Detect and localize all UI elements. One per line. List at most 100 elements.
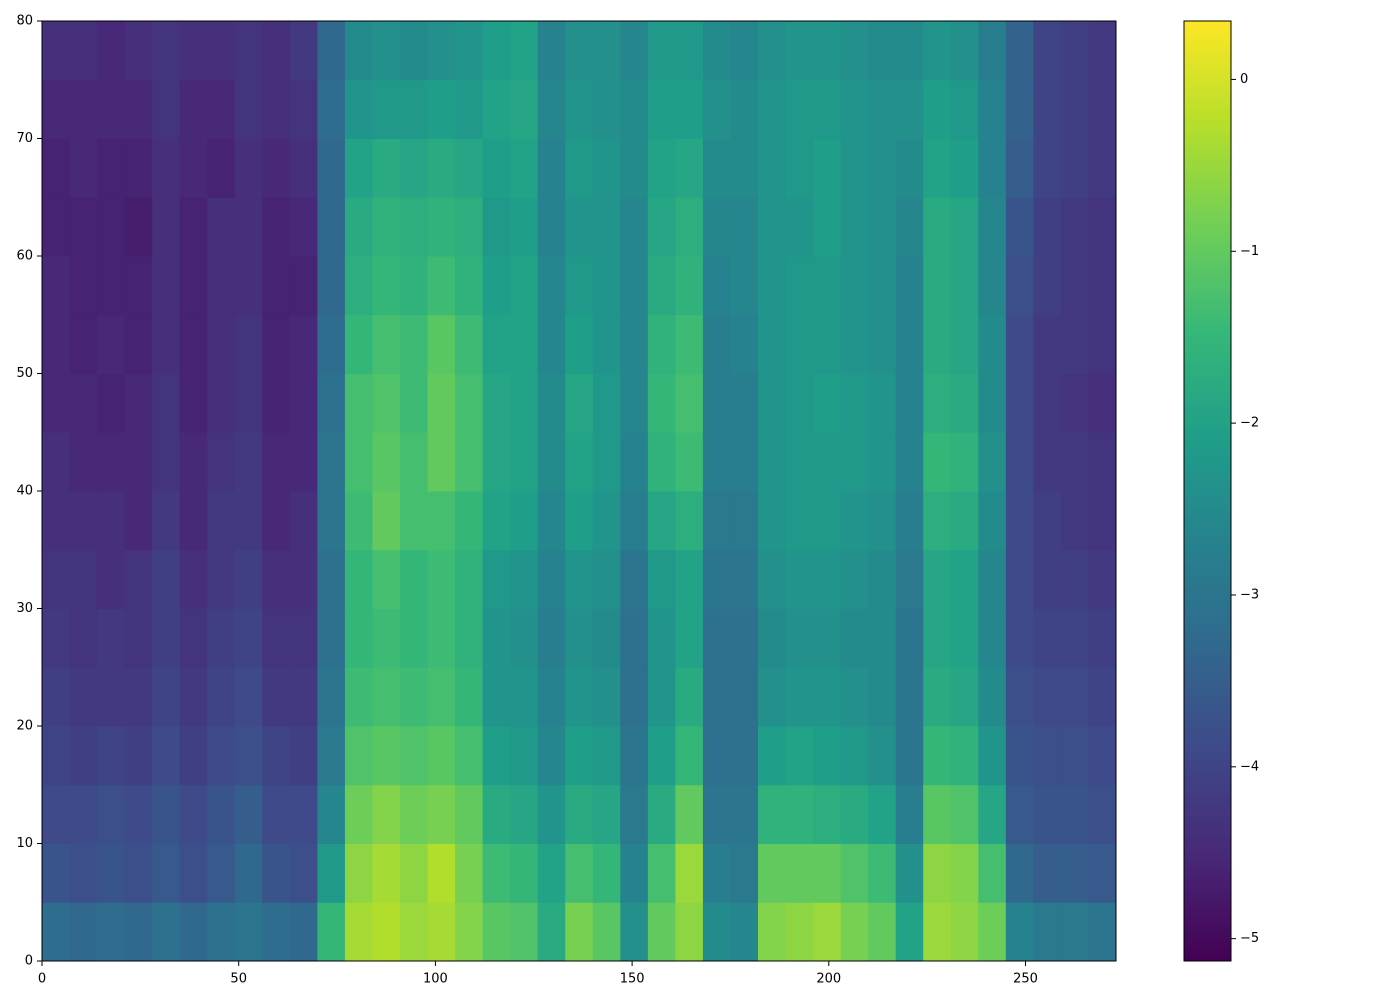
heatmap-cell xyxy=(675,491,704,551)
heatmap-cell xyxy=(482,373,511,433)
heatmap-cell xyxy=(537,314,566,374)
heatmap-cell xyxy=(565,79,594,139)
heatmap-cell xyxy=(785,79,814,139)
heatmap-cell xyxy=(758,843,787,903)
heatmap-cell xyxy=(510,197,539,257)
heatmap-cell xyxy=(262,256,291,316)
heatmap-cell xyxy=(813,197,842,257)
heatmap-cell xyxy=(42,138,71,198)
heatmap-cell xyxy=(69,21,98,81)
heatmap-cell xyxy=(234,21,263,81)
heatmap-cell xyxy=(152,138,181,198)
x-tick-label: 150 xyxy=(620,972,645,987)
heatmap-cell xyxy=(344,79,373,139)
heatmap-cell xyxy=(124,549,153,609)
heatmap-cell xyxy=(400,79,429,139)
heatmap-cell xyxy=(124,373,153,433)
heatmap-cell xyxy=(455,726,484,786)
heatmap-cell xyxy=(234,726,263,786)
heatmap-cell xyxy=(840,138,869,198)
heatmap-cell xyxy=(868,726,897,786)
heatmap-cell xyxy=(923,784,952,844)
heatmap-cell xyxy=(868,902,897,962)
heatmap-cell xyxy=(152,549,181,609)
heatmap-cell xyxy=(262,726,291,786)
heatmap-cell xyxy=(1088,608,1117,668)
heatmap-cell xyxy=(427,667,456,727)
y-tick-label: 40 xyxy=(16,484,33,499)
heatmap-cell xyxy=(868,314,897,374)
heatmap-cell xyxy=(207,256,236,316)
heatmap-cell xyxy=(42,784,71,844)
heatmap-cell xyxy=(1033,432,1062,492)
heatmap-cell xyxy=(565,726,594,786)
heatmap-cell xyxy=(1060,432,1089,492)
y-tick-label: 0 xyxy=(25,954,33,969)
heatmap-cell xyxy=(455,138,484,198)
heatmap-cell xyxy=(895,608,924,668)
heatmap-cell xyxy=(647,608,676,668)
heatmap-cell xyxy=(97,373,126,433)
heatmap-cell xyxy=(262,491,291,551)
heatmap-cell xyxy=(152,608,181,668)
heatmap-cell xyxy=(97,79,126,139)
heatmap-cell xyxy=(537,197,566,257)
colorbar-tick-label: 0 xyxy=(1240,72,1248,87)
heatmap-cell xyxy=(69,432,98,492)
heatmap-cell xyxy=(289,608,318,668)
y-tick-label: 20 xyxy=(16,719,33,734)
heatmap-cell xyxy=(1088,549,1117,609)
heatmap-cell xyxy=(537,726,566,786)
heatmap-cell xyxy=(730,491,759,551)
heatmap-cell xyxy=(427,21,456,81)
heatmap-cell xyxy=(42,314,71,374)
heatmap-cell xyxy=(950,138,979,198)
heatmap-cell xyxy=(950,549,979,609)
heatmap-cell xyxy=(592,667,621,727)
heatmap-cell xyxy=(813,667,842,727)
heatmap-cell xyxy=(730,373,759,433)
heatmap-cell xyxy=(289,256,318,316)
heatmap-cell xyxy=(868,549,897,609)
heatmap-cell xyxy=(620,902,649,962)
heatmap-cell xyxy=(510,726,539,786)
heatmap-cell xyxy=(537,21,566,81)
heatmap-cell xyxy=(400,197,429,257)
heatmap-cell xyxy=(702,197,731,257)
heatmap-cell xyxy=(482,197,511,257)
heatmap-cell xyxy=(1005,373,1034,433)
heatmap-cell xyxy=(152,902,181,962)
heatmap-cell xyxy=(537,667,566,727)
heatmap-cell xyxy=(400,491,429,551)
heatmap-cell xyxy=(702,784,731,844)
heatmap-cell xyxy=(730,549,759,609)
heatmap-cell xyxy=(868,608,897,668)
heatmap-cell xyxy=(730,432,759,492)
heatmap-cell xyxy=(427,784,456,844)
heatmap-cell xyxy=(207,667,236,727)
heatmap-cell xyxy=(620,256,649,316)
heatmap-cell xyxy=(565,197,594,257)
heatmap-cell xyxy=(234,79,263,139)
heatmap-cell xyxy=(565,314,594,374)
heatmap-cell xyxy=(950,197,979,257)
heatmap-cell xyxy=(124,784,153,844)
heatmap-cell xyxy=(675,902,704,962)
heatmap-cell xyxy=(592,138,621,198)
heatmap-cell xyxy=(895,314,924,374)
heatmap-cell xyxy=(97,256,126,316)
heatmap-cell xyxy=(840,21,869,81)
heatmap-cell xyxy=(69,79,98,139)
heatmap-cell xyxy=(69,256,98,316)
y-tick-label: 10 xyxy=(16,836,33,851)
heatmap-cell xyxy=(179,256,208,316)
heatmap-cell xyxy=(565,256,594,316)
heatmap-cell xyxy=(730,79,759,139)
heatmap-cell xyxy=(813,21,842,81)
heatmap-cell xyxy=(565,608,594,668)
heatmap-cell xyxy=(1033,843,1062,903)
heatmap-cell xyxy=(1060,491,1089,551)
heatmap-cell xyxy=(758,608,787,668)
heatmap-cell xyxy=(42,491,71,551)
heatmap-cell xyxy=(537,432,566,492)
